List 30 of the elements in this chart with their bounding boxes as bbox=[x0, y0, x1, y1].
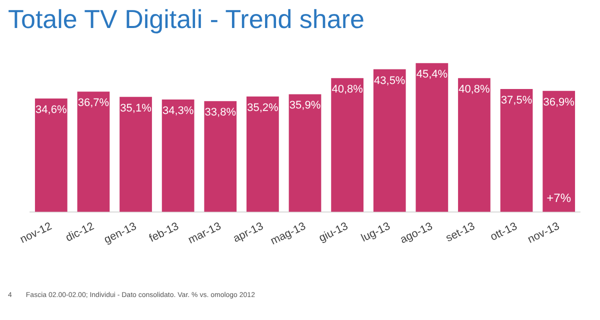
bar bbox=[77, 92, 110, 212]
data-label: 33,8% bbox=[204, 106, 236, 119]
data-label: 43,5% bbox=[374, 74, 406, 87]
bar bbox=[246, 96, 279, 212]
data-label: 34,6% bbox=[36, 104, 67, 116]
data-label: 35,2% bbox=[247, 102, 278, 114]
data-label: 35,1% bbox=[120, 102, 152, 114]
data-label: 40,8% bbox=[332, 84, 364, 96]
bar bbox=[458, 78, 490, 212]
bar bbox=[416, 63, 448, 212]
data-label: 36,9% bbox=[543, 96, 575, 108]
data-label: 40,8% bbox=[458, 84, 490, 96]
bar bbox=[542, 90, 576, 212]
bar bbox=[162, 99, 194, 212]
bar bbox=[288, 94, 322, 212]
bar bbox=[204, 101, 237, 212]
bar bbox=[331, 78, 364, 212]
annotation: +7% bbox=[546, 191, 572, 206]
data-label: 45,4% bbox=[416, 68, 448, 81]
data-label: 37,5% bbox=[500, 94, 532, 106]
x-tick-label: dic-12 bbox=[64, 220, 96, 244]
x-tick-label: ott-13 bbox=[488, 220, 520, 244]
chart-title: Totale TV Digitali - Trend share bbox=[7, 3, 366, 36]
data-label: 35,9% bbox=[289, 100, 321, 112]
bar bbox=[500, 88, 533, 212]
data-label: 36,7% bbox=[78, 97, 110, 110]
bar bbox=[120, 96, 152, 212]
bar bbox=[34, 98, 68, 212]
bar bbox=[373, 69, 406, 212]
data-label: 34,3% bbox=[162, 104, 194, 117]
